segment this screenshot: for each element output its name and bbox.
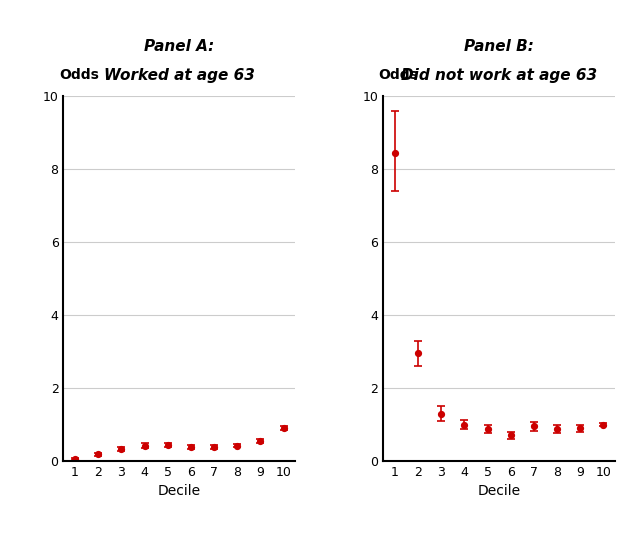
Text: Panel A:: Panel A: <box>144 39 214 54</box>
X-axis label: Decile: Decile <box>477 485 521 498</box>
Text: Panel B:: Panel B: <box>464 39 534 54</box>
X-axis label: Decile: Decile <box>158 485 201 498</box>
Text: Worked at age 63: Worked at age 63 <box>104 68 255 83</box>
Text: Odds: Odds <box>378 68 418 82</box>
Text: Did not work at age 63: Did not work at age 63 <box>401 68 597 83</box>
Text: Odds: Odds <box>59 68 99 82</box>
